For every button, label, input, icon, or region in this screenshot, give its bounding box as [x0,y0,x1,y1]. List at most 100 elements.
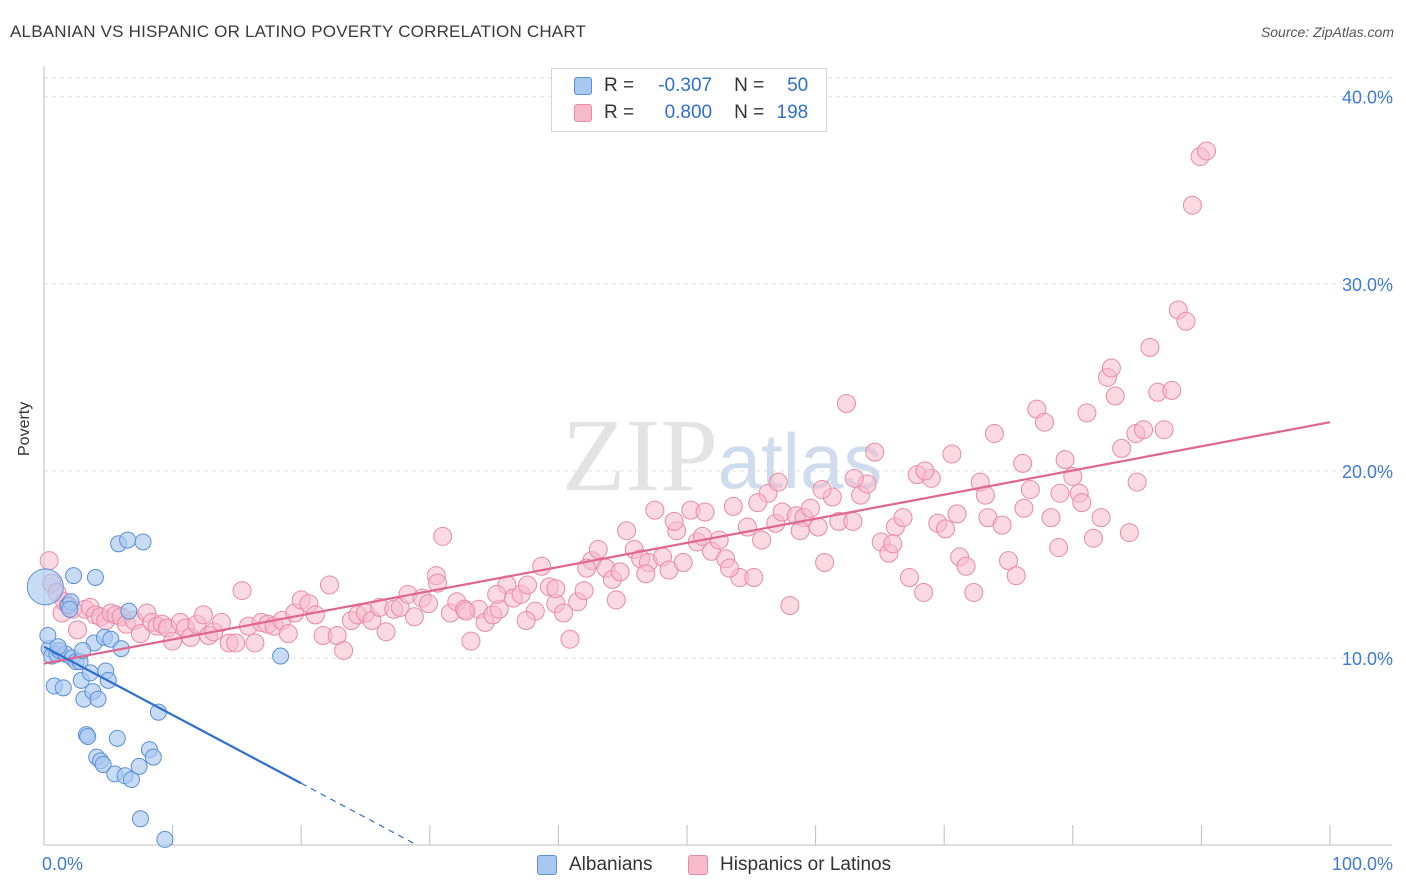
legend-row-hispanics: R = 0.800 N = 198 [574,100,808,126]
hispanic-point [1077,403,1097,423]
albanian-point [272,647,290,665]
correlation-legend: R = -0.307 N = 50 R = 0.800 N = 198 [551,68,827,132]
hispanic-point [1154,420,1174,440]
hispanic-point [211,612,231,632]
hispanic-point [1182,195,1202,215]
hispanic-point [606,590,626,610]
hispanic-point [947,504,967,524]
series-legend: Albanians Hispanics or Latinos [0,852,1406,878]
albanian-point [89,690,107,708]
albanian-point [79,727,97,745]
hispanic-point [1083,528,1103,548]
albanian-trend-line [43,645,302,785]
albanian-point [130,757,148,775]
hispanic-point [1101,358,1121,378]
albanian-swatch [537,855,557,875]
legend-label-hispanics: Hispanics or Latinos [720,854,892,875]
hispanic-trend-line [43,421,1331,665]
hispanic-point [1055,450,1075,470]
hispanic-point [419,594,439,614]
hispanic-point [560,629,580,649]
hispanic-point [232,581,252,601]
hispanic-point [984,423,1004,443]
hispanic-point [461,631,481,651]
hispanic-point [883,534,903,554]
hispanic-point [588,539,608,559]
hispanic-point [719,558,739,578]
hispanic-point [1176,311,1196,331]
y-tick-label: 10.0% [1342,649,1393,669]
n-value: 50 [787,75,809,96]
hispanic-point [812,480,832,500]
hispanic-point [610,562,630,582]
x-tick-label: 100.0% [1332,854,1393,874]
hispanic-point [193,605,213,625]
hispanic-point [1134,420,1154,440]
hispanic-swatch [688,855,708,875]
albanian-point [144,748,162,766]
y-axis-label: Poverty [16,401,33,456]
gridlines [44,77,1392,659]
albanian-point [86,568,104,586]
hispanic-point [808,517,828,537]
hispanic-point [942,444,962,464]
hispanic-point [800,498,820,518]
hispanic-point [1049,538,1069,558]
hispanic-point [487,584,507,604]
hispanic-point [935,519,955,539]
hispanic-point [1127,472,1147,492]
hispanic-point [836,394,856,414]
n-label: N = [734,75,765,96]
albanian-swatch [574,77,592,95]
tick-labels: 10.0% 20.0% 30.0% 40.0% 0.0% 100.0% [42,88,1393,874]
hispanic-point [226,633,246,653]
hispanic-point [956,556,976,576]
hispanic-point [518,575,538,595]
r-value: -0.307 [658,75,713,96]
hispanic-point [844,468,864,488]
albanian-point [39,626,57,644]
hispanic-point [278,624,298,644]
hispanic-point [815,553,835,573]
albanian-point [120,602,138,620]
chart-title: ALBANIAN VS HISPANIC OR LATINO POVERTY C… [10,22,587,41]
albanian-point [26,568,64,606]
n-label: N = [734,102,765,123]
hispanic-point [1105,386,1125,406]
hispanic-point [1050,483,1070,503]
x-tick-label: 0.0% [42,854,83,874]
legend-row-albanians: R = -0.307 N = 50 [574,73,808,99]
legend-item-albanians[interactable]: Albanians [537,854,652,876]
hispanic-point [1197,141,1217,161]
source-label: Source: ZipAtlas.com [1260,24,1394,40]
hispanic-point [428,573,448,593]
albanian-point [54,679,72,697]
y-tick-label: 40.0% [1342,88,1393,108]
hispanic-point [645,500,665,520]
hispanic-point [617,521,637,541]
hispanic-point [723,496,743,516]
albanian-point [156,830,174,848]
hispanic-point [1020,480,1040,500]
hispanic-point [1112,438,1132,458]
hispanic-point [744,567,764,587]
r-label: R = [604,102,635,123]
hispanic-point [546,579,566,599]
hispanic-point [67,620,87,640]
hispanic-point [1119,523,1139,543]
hispanic-point [433,526,453,546]
hispanic-point [899,567,919,587]
hispanic-point [709,530,729,550]
watermark: ZIP atlas [562,398,882,513]
hispanic-point [376,622,396,642]
r-label: R = [604,75,635,96]
hispanic-point [1140,337,1160,357]
hispanic-point [404,607,424,627]
hispanic-point [1041,508,1061,528]
hispanic-point [1072,493,1092,513]
hispanic-points [39,141,1217,660]
albanian-trend-extension [300,782,418,846]
legend-item-hispanics[interactable]: Hispanics or Latinos [688,854,891,876]
n-value: 198 [776,102,809,123]
hispanic-point [664,511,684,531]
